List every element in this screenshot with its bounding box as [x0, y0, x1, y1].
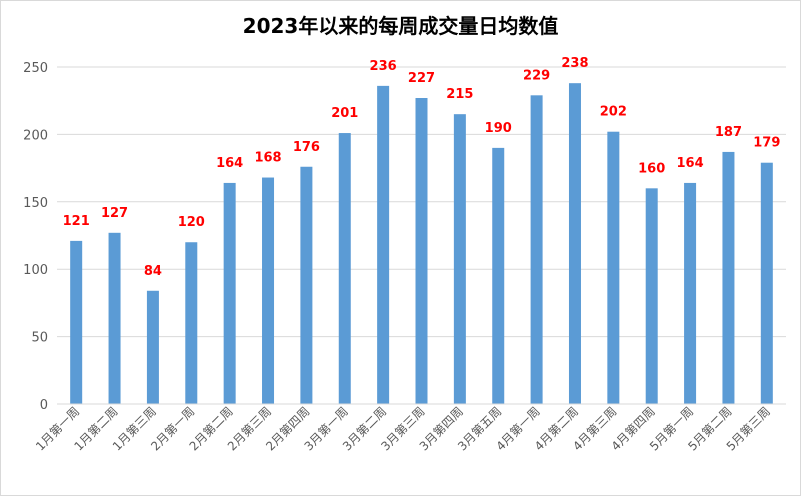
bar	[415, 98, 428, 404]
bar	[722, 151, 735, 404]
bar	[223, 182, 236, 404]
data-label: 84	[144, 264, 162, 279]
y-tick-label: 100	[23, 263, 48, 278]
data-label: 121	[63, 214, 90, 229]
bar	[377, 85, 390, 404]
data-label: 168	[254, 151, 281, 166]
bar	[684, 182, 697, 404]
data-label: 176	[293, 140, 320, 155]
chart-title: 2023年以来的每周成交量日均数值	[242, 14, 559, 38]
bar	[262, 177, 275, 404]
data-label: 201	[331, 106, 358, 121]
data-label: 236	[370, 59, 397, 74]
data-label: 164	[677, 156, 704, 171]
bar	[492, 147, 505, 404]
bar	[185, 242, 198, 404]
data-label: 215	[446, 87, 473, 102]
bar	[108, 232, 121, 404]
bar	[453, 114, 466, 405]
y-tick-label: 150	[23, 196, 48, 211]
y-tick-label: 250	[23, 61, 48, 76]
bar	[760, 162, 773, 404]
bar	[530, 95, 543, 405]
data-label: 120	[178, 215, 205, 230]
data-label: 190	[485, 121, 512, 136]
data-label: 202	[600, 105, 627, 120]
data-label: 227	[408, 71, 435, 86]
bar	[146, 290, 159, 404]
data-label: 238	[561, 56, 588, 71]
y-tick-label: 0	[40, 398, 48, 413]
bar	[338, 133, 351, 404]
y-tick-label: 200	[23, 128, 48, 143]
bar	[645, 188, 658, 404]
data-label: 160	[638, 161, 665, 176]
bar	[568, 83, 581, 405]
bar	[300, 166, 313, 404]
bar	[607, 131, 620, 405]
data-label: 187	[715, 125, 742, 140]
y-tick-label: 50	[31, 331, 48, 346]
data-label: 179	[753, 136, 780, 151]
data-label: 164	[216, 156, 243, 171]
data-label: 229	[523, 68, 550, 83]
data-label: 127	[101, 206, 128, 221]
bar	[70, 240, 83, 404]
